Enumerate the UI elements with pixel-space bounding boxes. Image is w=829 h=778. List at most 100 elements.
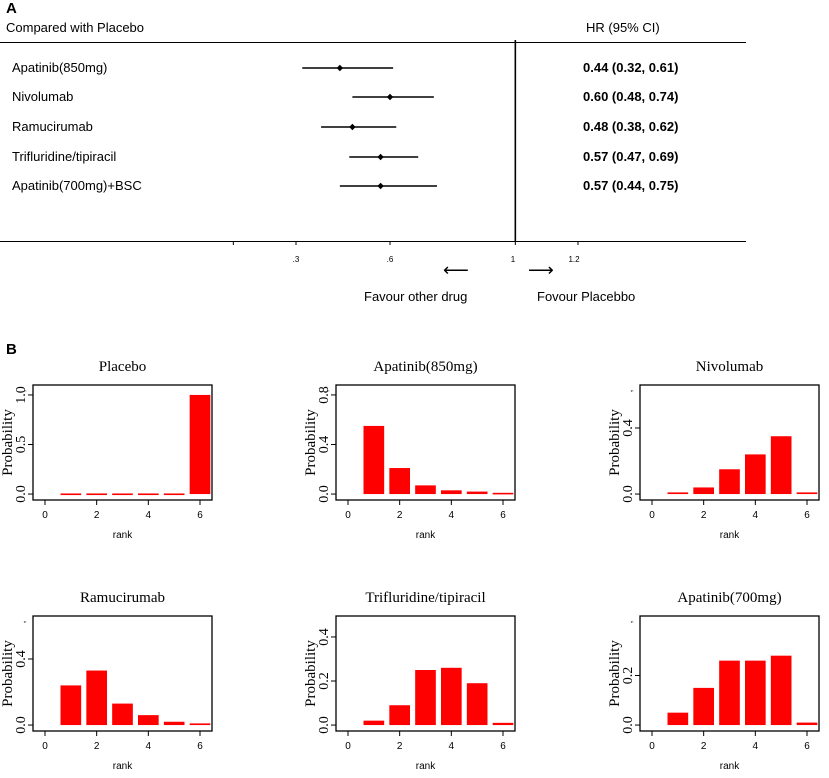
y-tick-label: 0.2 <box>317 672 332 690</box>
x-axis-label: rank <box>720 530 740 541</box>
chart-title: Ramucirumab <box>80 590 165 606</box>
rank-bar <box>693 487 714 495</box>
y-top-mark: , <box>624 390 635 393</box>
x-tick-label: 0 <box>345 741 351 752</box>
rank-bar <box>745 660 766 726</box>
rank-bar <box>138 715 159 726</box>
y-axis-label: Probability <box>303 640 319 707</box>
x-tick-label: 4 <box>449 741 455 752</box>
y-tick-label: 0.2 <box>621 667 636 685</box>
forest-row-drug: Trifluridine/tipiracil <box>12 149 117 164</box>
x-tick-label: 0 <box>649 741 655 752</box>
rank-bar <box>163 493 185 496</box>
chart-apatinib-700: Apatinib(700mg) 0 2 4 6 rank 0.0 0.2, Probabilit… <box>607 590 820 772</box>
chart-title: Apatinib(850mg) <box>373 359 477 375</box>
plot-frame <box>335 384 516 501</box>
chart-title: Trifluridine/tipiracil <box>365 590 485 606</box>
rank-bar <box>466 683 488 726</box>
panel-b-label: B <box>6 341 17 358</box>
chart-trifluridine: Trifluridine/tipiracil 0 2 4 6 rank 0.0 0.2 0.4P… <box>303 590 516 772</box>
x-tick-label: 4 <box>753 510 759 521</box>
rank-bar <box>441 667 462 726</box>
rank-bar <box>163 721 185 726</box>
forest-row-hr: 0.57 (0.47, 0.69) <box>583 149 679 164</box>
y-tick-label: 0.8 <box>317 386 332 404</box>
chart-title: Apatinib(700mg) <box>677 590 781 606</box>
forest-header-rule <box>0 42 746 43</box>
x-axis-label: rank <box>416 530 436 541</box>
y-axis-label: Probability <box>607 409 623 476</box>
y-tick-label: 0.4 <box>14 650 29 668</box>
arrow-left-icon: ⟵ <box>443 260 469 280</box>
y-tick-label: 0.0 <box>621 485 636 503</box>
rank-bar <box>86 493 107 496</box>
forest-axis-rule <box>0 241 746 242</box>
rank-bar <box>389 705 410 726</box>
x-tick-label: 2 <box>397 510 403 521</box>
chart-apatinib-850: Apatinib(850mg) 0 2 4 6 rank 0.0 0.4 0.8, Probabi… <box>303 359 516 541</box>
y-tick-label: 0.0 <box>317 716 332 734</box>
arrow-right-icon: ⟶ <box>528 260 554 280</box>
forest-tick-label: .6 <box>386 255 394 264</box>
x-tick-label: 6 <box>500 741 506 752</box>
x-axis-label: rank <box>416 761 436 772</box>
x-tick-label: 4 <box>146 510 152 521</box>
rank-bar <box>415 669 436 726</box>
y-axis-label: Probability <box>0 409 16 476</box>
rank-bar <box>60 493 82 496</box>
x-tick-label: 2 <box>94 741 100 752</box>
rank-bar <box>60 685 82 726</box>
forest-header-left: Compared with Placebo <box>6 20 145 35</box>
plot-frame <box>335 615 516 732</box>
chart-ramucirumab: Ramucirumab 0 2 4 6 rank 0.0 0.4, Probability <box>0 590 213 772</box>
rank-bar <box>796 722 818 726</box>
hr-point <box>377 182 384 190</box>
rank-bar <box>667 492 689 495</box>
panel-a-label: A <box>6 0 17 17</box>
plot-frame <box>639 615 820 732</box>
rank-bar <box>492 722 514 726</box>
x-tick-label: 0 <box>42 741 48 752</box>
rank-bar <box>363 425 385 495</box>
rank-bar <box>363 720 385 726</box>
y-top-mark: , <box>17 621 28 624</box>
rank-bar <box>492 492 514 495</box>
rank-bar <box>667 712 689 726</box>
forest-tick-label: 1 <box>510 255 516 264</box>
rank-bar <box>770 436 792 495</box>
x-axis-label: rank <box>113 761 133 772</box>
forest-tick-label: 1.2 <box>568 255 580 264</box>
x-axis-label: rank <box>113 530 133 541</box>
forest-row-drug: Apatinib(850mg) <box>12 60 108 75</box>
favour-placebo-label: Fovour Placebbo <box>537 289 636 304</box>
rank-bar <box>138 493 159 496</box>
y-top-mark: , <box>320 390 331 393</box>
rank-bar <box>770 655 792 726</box>
y-tick-label: 0.0 <box>14 485 29 503</box>
plot-frame <box>32 384 213 501</box>
y-tick-label: 0.0 <box>317 485 332 503</box>
rank-bar <box>466 491 488 495</box>
y-axis-label: Probability <box>303 409 319 476</box>
y-tick-label: 0.0 <box>14 716 29 734</box>
rank-bar <box>86 670 107 726</box>
chart-title: Placebo <box>99 359 146 375</box>
x-tick-label: 6 <box>197 741 203 752</box>
plot-frame <box>639 384 820 501</box>
rank-bar <box>112 493 133 496</box>
forest-tick-label: .3 <box>292 255 300 264</box>
x-tick-label: 2 <box>397 741 403 752</box>
y-top-mark: , <box>624 621 635 624</box>
y-tick-label: 0.5 <box>14 436 29 454</box>
x-axis-label: rank <box>720 761 740 772</box>
x-tick-label: 2 <box>701 510 707 521</box>
forest-row-hr: 0.44 (0.32, 0.61) <box>583 60 679 75</box>
forest-plot <box>232 40 579 245</box>
forest-row-hr: 0.60 (0.48, 0.74) <box>583 89 679 104</box>
rank-bar <box>112 703 133 726</box>
rank-bar <box>415 485 436 495</box>
hr-point <box>349 123 356 131</box>
rank-bar <box>189 723 211 726</box>
x-tick-label: 4 <box>146 741 152 752</box>
hr-point <box>336 64 344 72</box>
